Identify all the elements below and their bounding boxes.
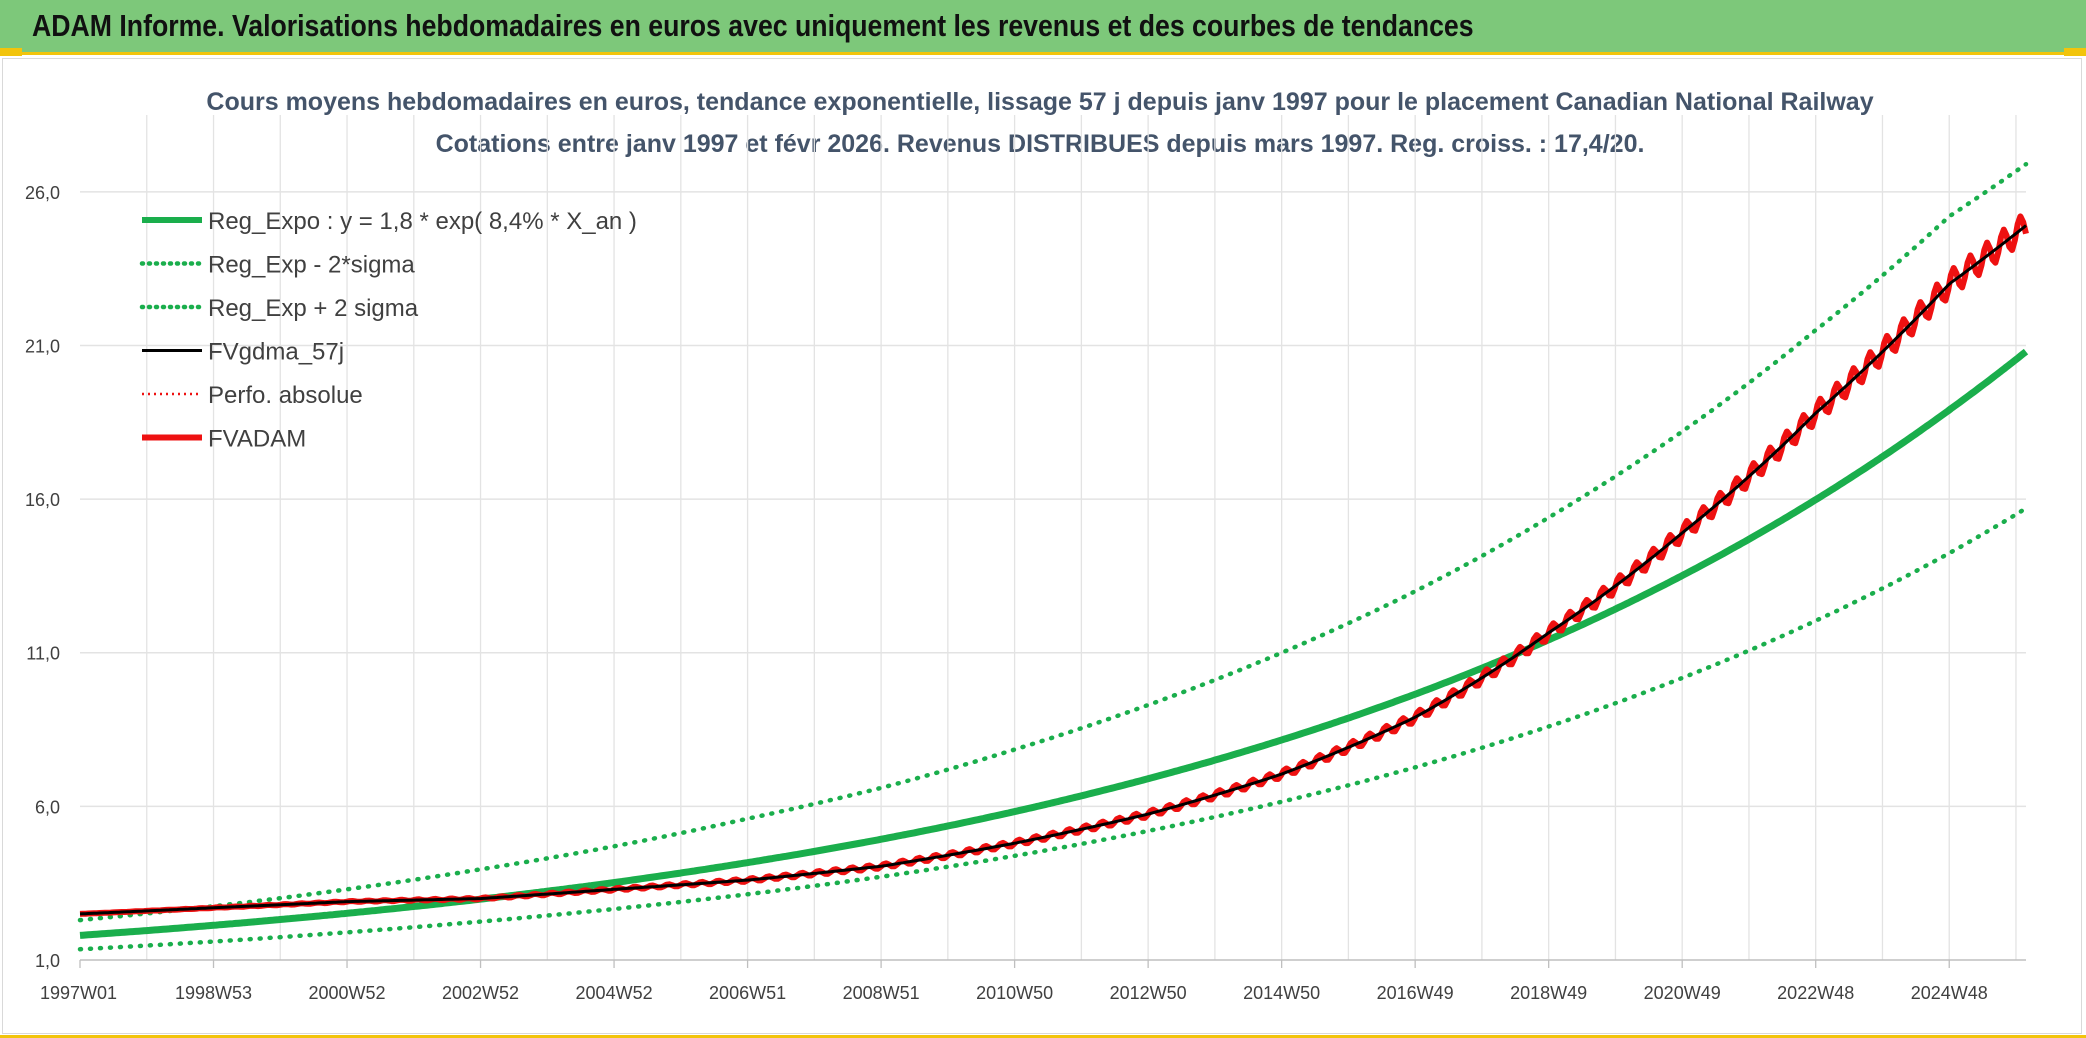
report-banner: ADAM Informe. Valorisations hebdomadaire… <box>0 0 2086 55</box>
x-tick-label: 2002W52 <box>442 983 519 1003</box>
legend: Reg_Expo : y = 1,8 * exp( 8,4% * X_an ) R… <box>139 208 637 453</box>
legend-entry: FVgdma_57j <box>208 339 344 366</box>
y-axis-ticks: 1,0 6,0 11,0 16,0 21,0 26,0 <box>25 183 60 971</box>
x-tick-label: 2008W51 <box>843 983 920 1003</box>
x-tick-label: 2012W50 <box>1110 983 1187 1003</box>
series-line-0 <box>79 348 2029 939</box>
legend-entry: Reg_Exp + 2 sigma <box>208 295 419 322</box>
chart-title: Cours moyens hebdomadaires en euros, ten… <box>206 88 1873 116</box>
chart-subtitle: Cotations entre janv 1997 et févr 2026. … <box>436 130 1645 158</box>
y-tick-label: 21,0 <box>25 336 60 356</box>
banner-accent-right <box>2064 48 2086 56</box>
series-line-1 <box>77 506 2029 952</box>
series-lines <box>77 161 2029 952</box>
x-tick-label: 2020W49 <box>1644 983 1721 1003</box>
y-tick-label: 16,0 <box>25 490 60 510</box>
legend-entry: Reg_Expo : y = 1,8 * exp( 8,4% * X_an ) <box>208 208 637 235</box>
y-tick-label: 1,0 <box>35 951 60 971</box>
x-tick-label: 2000W52 <box>309 983 386 1003</box>
x-tick-label: 2004W52 <box>576 983 653 1003</box>
x-axis-ticks: 1997W01 1998W53 2000W52 2002W52 2004W52 2006W… <box>40 960 1988 1003</box>
x-tick-label: 2006W51 <box>709 983 786 1003</box>
x-tick-label: 1998W53 <box>175 983 252 1003</box>
y-tick-label: 11,0 <box>26 644 60 664</box>
bottom-accent-bar <box>0 1035 2086 1038</box>
grid-lines <box>80 115 2026 961</box>
x-tick-label: 2024W48 <box>1911 983 1988 1003</box>
x-tick-label: 1997W01 <box>40 983 117 1003</box>
x-tick-label: 2018W49 <box>1510 983 1587 1003</box>
series-line-3 <box>79 224 2027 916</box>
legend-entry: Reg_Exp - 2*sigma <box>208 252 415 279</box>
legend-entry: Perfo. absolue <box>208 382 363 409</box>
series-line-2 <box>77 161 2029 923</box>
x-tick-label: 2016W49 <box>1377 983 1454 1003</box>
chart-frame <box>2 58 2082 1034</box>
y-tick-label: 6,0 <box>35 797 60 817</box>
banner-accent-left <box>0 48 22 56</box>
report-title: ADAM Informe. Valorisations hebdomadaire… <box>32 8 1474 43</box>
x-tick-label: 2014W50 <box>1243 983 1320 1003</box>
y-tick-label: 26,0 <box>25 183 60 203</box>
x-tick-label: 2022W48 <box>1777 983 1854 1003</box>
x-tick-label: 2010W50 <box>976 983 1053 1003</box>
legend-entry: FVADAM <box>208 426 306 453</box>
